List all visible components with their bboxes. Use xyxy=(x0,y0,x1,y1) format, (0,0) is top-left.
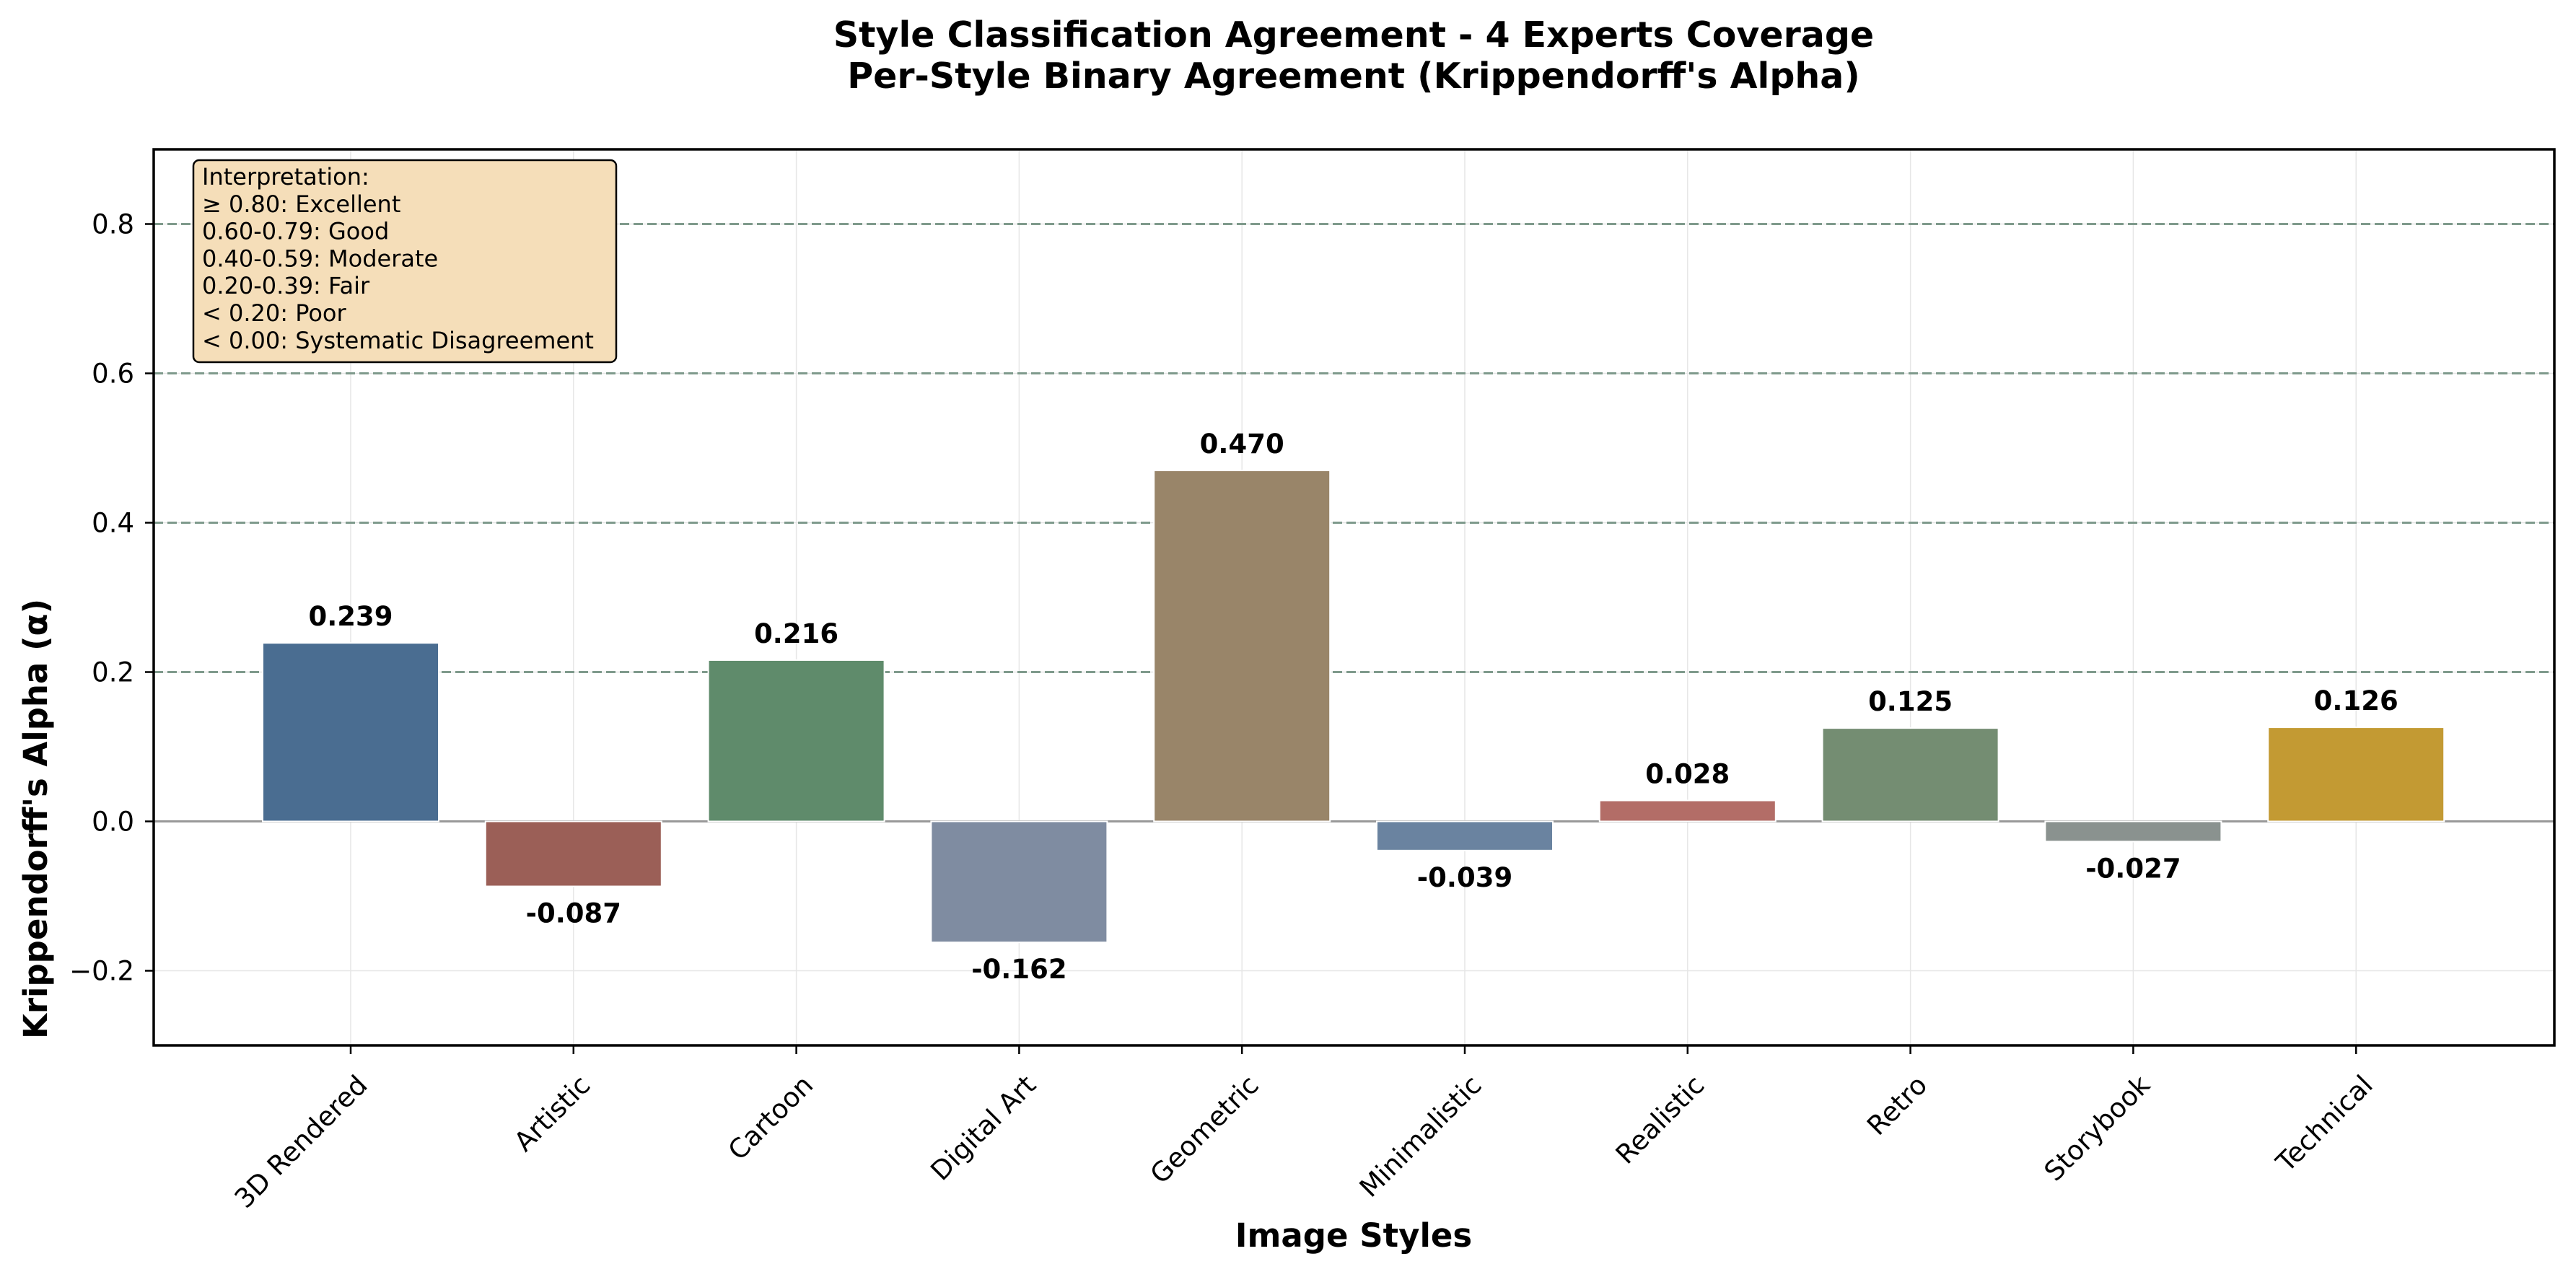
bar-0 xyxy=(262,642,439,822)
legend-line-4: 0.20-0.39: Fair xyxy=(202,272,370,299)
value-label-0: 0.239 xyxy=(308,601,393,632)
legend-lines: Interpretation:≥ 0.80: Excellent0.60-0.7… xyxy=(202,163,594,354)
value-label-5: -0.039 xyxy=(1417,862,1512,893)
legend-box xyxy=(192,159,618,364)
bar-8 xyxy=(2044,820,2222,843)
value-labels: 0.239 -0.087 0.216 -0.162 0.470 -0.039 0.028 0.… xyxy=(308,429,2398,985)
bar-2 xyxy=(707,659,885,822)
chart-title: Style Classification Agreement - 4 Exper… xyxy=(833,14,1874,56)
y-tick-label-0: −0.2 xyxy=(69,956,134,987)
value-label-1: -0.087 xyxy=(526,898,621,929)
value-label-6: 0.028 xyxy=(1645,759,1730,790)
value-label-7: 0.125 xyxy=(1868,686,1953,717)
legend-line-6: < 0.00: Systematic Disagreement xyxy=(202,327,594,354)
legend-line-3: 0.40-0.59: Moderate xyxy=(202,245,438,272)
value-label-8: -0.027 xyxy=(2085,853,2181,884)
y-tick-label-5: 0.8 xyxy=(92,209,134,240)
y-axis-ticks: −0.2 0.0 0.2 0.4 0.6 0.8 xyxy=(69,209,154,987)
bar-4 xyxy=(1153,470,1331,822)
x-axis-label: Image Styles xyxy=(1235,1216,1472,1255)
bar-6 xyxy=(1598,799,1777,822)
value-label-9: 0.126 xyxy=(2314,685,2398,716)
y-axis-label: Krippendorff's Alpha (α) xyxy=(17,599,55,1039)
chart-subtitle: Per-Style Binary Agreement (Krippendorff… xyxy=(847,56,1860,97)
plot-frame xyxy=(152,148,2556,1047)
bar-5 xyxy=(1376,820,1554,851)
y-tick-label-1: 0.0 xyxy=(92,807,134,838)
bar-3 xyxy=(930,820,1108,944)
interpretation-legend: Interpretation:≥ 0.80: Excellent0.60-0.7… xyxy=(192,159,618,364)
value-label-2: 0.216 xyxy=(754,618,838,649)
bar-1 xyxy=(484,820,662,887)
legend-line-1: ≥ 0.80: Excellent xyxy=(202,190,400,218)
y-tick-label-3: 0.4 xyxy=(92,508,134,539)
bar-7 xyxy=(1821,727,1999,822)
legend-line-5: < 0.20: Poor xyxy=(202,299,347,327)
value-label-3: -0.162 xyxy=(971,954,1066,985)
value-label-4: 0.470 xyxy=(1200,429,1284,460)
y-tick-label-4: 0.6 xyxy=(92,359,134,390)
legend-line-2: 0.60-0.79: Good xyxy=(202,218,389,245)
y-tick-label-2: 0.2 xyxy=(92,657,134,688)
legend-line-0: Interpretation: xyxy=(202,163,369,190)
bars xyxy=(262,470,2445,944)
bar-9 xyxy=(2267,727,2445,822)
